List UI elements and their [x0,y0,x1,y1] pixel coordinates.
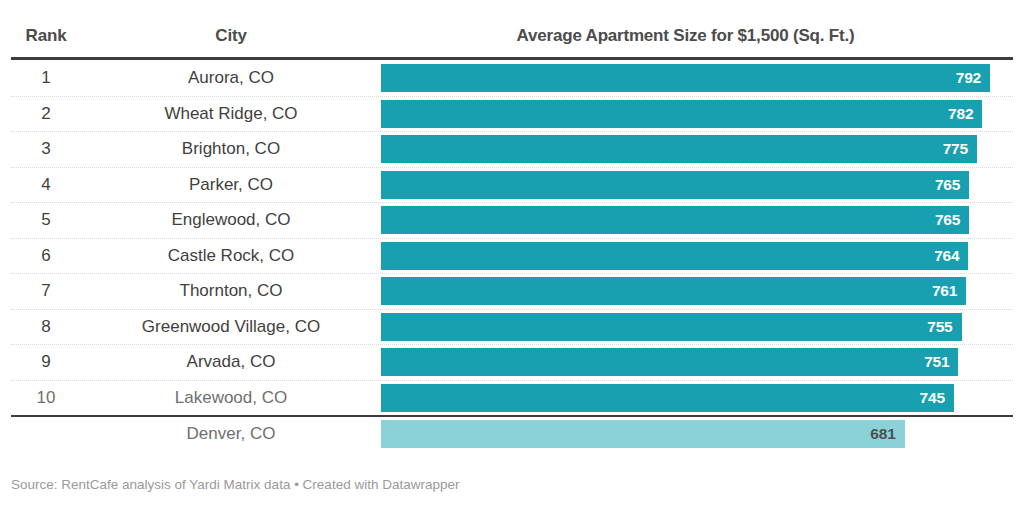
bar-cell: 765 [381,171,1013,199]
table-row: 4 Parker, CO 765 [11,167,1013,203]
source-note: Source: RentCafe analysis of Yardi Matri… [11,477,1013,492]
rank-cell: 2 [11,104,81,124]
city-cell: Brighton, CO [81,139,381,159]
bar-value-label: 782 [948,105,973,123]
bar-cell: 764 [381,242,1013,270]
city-cell: Arvada, CO [81,352,381,372]
table-header: Rank City Average Apartment Size for $1,… [11,0,1013,60]
bar-value-label: 765 [935,176,960,194]
table-row: 2 Wheat Ridge, CO 782 [11,96,1013,132]
value-bar: 765 [381,171,969,199]
value-bar: 681 [381,420,905,448]
bar-cell: 755 [381,313,1013,341]
ranked-bar-table: Rank City Average Apartment Size for $1,… [0,0,1024,492]
bar-cell: 745 [381,384,1013,412]
city-cell: Englewood, CO [81,210,381,230]
bar-value-label: 681 [870,425,895,443]
rank-cell: 7 [11,281,81,301]
bar-cell: 681 [381,420,1013,448]
column-header-value: Average Apartment Size for $1,500 (Sq. F… [381,26,1013,46]
rank-cell: 9 [11,352,81,372]
rank-cell: 3 [11,139,81,159]
value-bar: 761 [381,277,966,305]
city-cell: Greenwood Village, CO [81,317,381,337]
bar-cell: 761 [381,277,1013,305]
city-cell: Parker, CO [81,175,381,195]
table-row: 5 Englewood, CO 765 [11,202,1013,238]
city-cell: Denver, CO [81,424,381,444]
value-bar: 751 [381,348,958,376]
bar-value-label: 792 [956,69,981,87]
table-row: 1 Aurora, CO 792 [11,60,1013,96]
value-bar: 775 [381,135,977,163]
city-cell: Thornton, CO [81,281,381,301]
table-row: 10 Lakewood, CO 745 [11,380,1013,416]
bar-value-label: 765 [935,211,960,229]
rank-cell: 5 [11,210,81,230]
value-bar: 792 [381,64,990,92]
bar-cell: 775 [381,135,1013,163]
bar-value-label: 755 [927,318,952,336]
city-cell: Aurora, CO [81,68,381,88]
table-row: 6 Castle Rock, CO 764 [11,238,1013,274]
bar-value-label: 761 [932,282,957,300]
chart-canvas: Rank City Average Apartment Size for $1,… [0,0,1024,507]
rank-cell: 8 [11,317,81,337]
bar-cell: 782 [381,100,1013,128]
rank-cell: 6 [11,246,81,266]
bar-cell: 751 [381,348,1013,376]
table-row: 8 Greenwood Village, CO 755 [11,309,1013,345]
table-body: 1 Aurora, CO 792 2 Wheat Ridge, CO 782 3… [11,60,1013,451]
column-header-rank: Rank [11,26,81,46]
rank-cell: 4 [11,175,81,195]
value-bar: 765 [381,206,969,234]
city-cell: Wheat Ridge, CO [81,104,381,124]
bar-value-label: 764 [934,247,959,265]
bar-value-label: 775 [943,140,968,158]
rank-cell: 10 [11,388,81,408]
bar-cell: 765 [381,206,1013,234]
column-header-city: City [81,26,381,46]
bar-value-label: 751 [924,353,949,371]
city-cell: Castle Rock, CO [81,246,381,266]
city-cell: Lakewood, CO [81,388,381,408]
table-row: 3 Brighton, CO 775 [11,131,1013,167]
rank-cell: 1 [11,68,81,88]
table-row: Denver, CO 681 [11,415,1013,451]
bar-value-label: 745 [920,389,945,407]
value-bar: 764 [381,242,968,270]
value-bar: 745 [381,384,954,412]
table-row: 9 Arvada, CO 751 [11,344,1013,380]
bar-cell: 792 [381,64,1013,92]
table-row: 7 Thornton, CO 761 [11,273,1013,309]
value-bar: 782 [381,100,982,128]
value-bar: 755 [381,313,962,341]
